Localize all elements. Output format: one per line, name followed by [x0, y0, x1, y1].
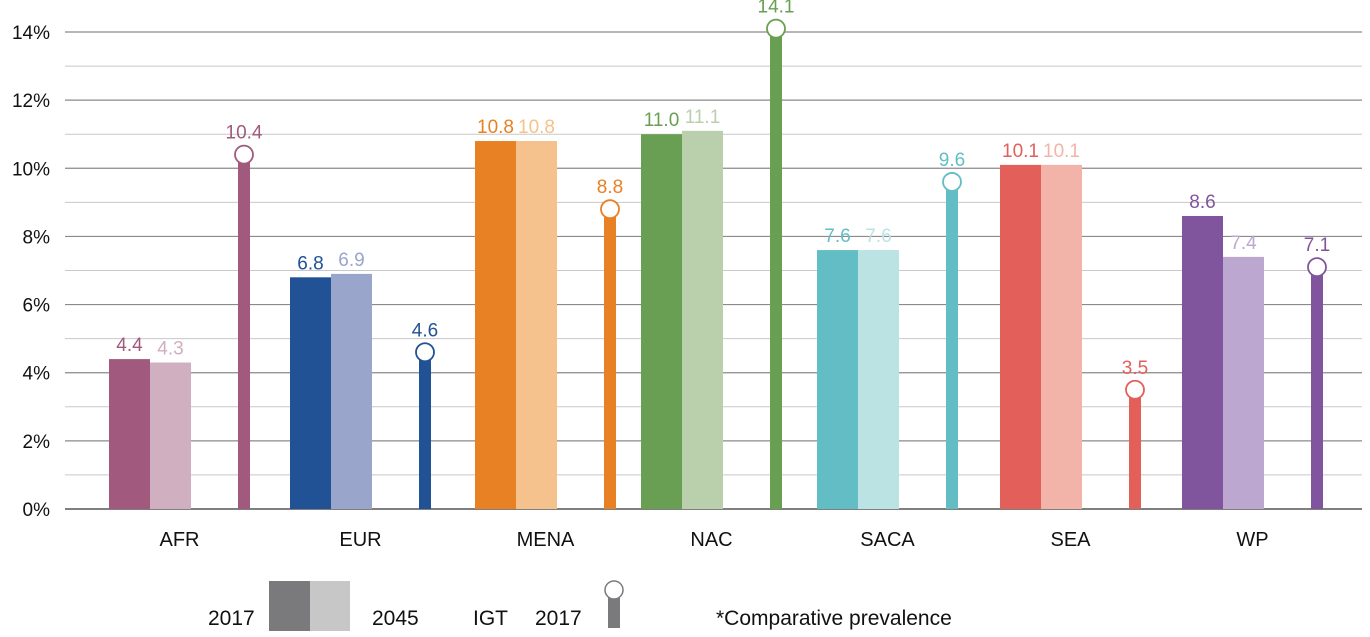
y-tick-label: 6%: [23, 296, 51, 317]
y-tick-label: 10%: [12, 159, 50, 180]
bar-2017-eur: [290, 277, 331, 509]
value-label-igt-nac: 14.1: [758, 0, 795, 18]
igt-marker-wp: [1307, 257, 1327, 277]
x-category-label-saca: SACA: [860, 529, 915, 551]
legend-label-2017: 2017: [208, 607, 255, 630]
legend-label-igt-year: 2017: [535, 607, 582, 630]
value-label-2045-eur: 6.9: [338, 250, 364, 271]
igt-stem-afr: [238, 154, 250, 509]
igt-stem-nac: [770, 28, 782, 509]
value-label-2017-mena: 10.8: [477, 117, 514, 138]
value-label-2045-mena: 10.8: [518, 117, 555, 138]
value-label-2017-eur: 6.8: [297, 253, 323, 274]
bars: 4.4 4.3 10.4 6.8 6.9 4.6 10.8 10.8 8.8 11.0 11.1 14…: [109, 0, 1330, 510]
y-tick-label: 8%: [23, 227, 51, 248]
value-label-2017-wp: 8.6: [1189, 192, 1215, 213]
y-tick-label: 2%: [23, 432, 51, 453]
bar-2017-mena: [475, 141, 516, 509]
x-category-label-mena: MENA: [517, 529, 575, 551]
value-label-2017-afr: 4.4: [116, 335, 143, 356]
x-category-label-nac: NAC: [690, 529, 732, 551]
legend-swatch-2045: [310, 581, 350, 631]
bar-2017-nac: [641, 134, 682, 509]
igt-marker-afr: [234, 144, 254, 165]
bar-2045-sea: [1041, 164, 1082, 509]
legend-igt-marker: [604, 580, 624, 600]
igt-stem-wp: [1311, 267, 1323, 509]
igt-stem-eur: [419, 352, 431, 509]
igt-stem-saca: [946, 181, 958, 509]
bar-2017-wp: [1182, 215, 1223, 509]
legend-igt-stem: [608, 597, 620, 628]
value-label-igt-wp: 7.1: [1304, 235, 1330, 256]
value-label-2017-nac: 11.0: [644, 110, 680, 131]
value-label-igt-mena: 8.8: [597, 177, 623, 198]
value-label-2045-nac: 11.1: [685, 107, 721, 128]
value-label-igt-afr: 10.4: [226, 123, 263, 144]
igt-stem-sea: [1129, 389, 1141, 509]
igt-marker-mena: [600, 199, 620, 220]
value-label-2017-saca: 7.6: [824, 226, 850, 247]
bar-2045-wp: [1223, 256, 1264, 509]
legend-label-2045: 2045: [372, 607, 419, 630]
value-label-2045-saca: 7.6: [865, 226, 891, 247]
x-category-label-sea: SEA: [1050, 529, 1091, 551]
x-category-label-afr: AFR: [160, 529, 200, 551]
value-label-2045-afr: 4.3: [157, 338, 183, 359]
bar-2017-afr: [109, 359, 150, 509]
y-tick-label: 0%: [23, 500, 51, 521]
legend-label-igt: IGT: [473, 607, 508, 630]
legend: 2017 2045 IGT 2017 *Comparative prevalen…: [208, 580, 952, 631]
y-tick-label: 4%: [23, 364, 51, 385]
x-category-label-wp: WP: [1236, 529, 1268, 551]
igt-marker-sea: [1125, 379, 1145, 400]
value-label-2045-sea: 10.1: [1043, 141, 1080, 162]
legend-note: *Comparative prevalence: [716, 607, 952, 630]
bar-2045-mena: [516, 141, 557, 509]
value-label-2045-wp: 7.4: [1230, 233, 1257, 254]
bar-2017-saca: [817, 250, 858, 510]
igt-marker-saca: [942, 172, 962, 192]
x-axis-labels: AFR EUR MENA NAC SACA SEA WP: [160, 529, 1269, 551]
igt-marker-nac: [766, 18, 786, 39]
y-tick-label: 14%: [12, 23, 50, 44]
value-label-igt-saca: 9.6: [939, 150, 965, 171]
igt-stem-mena: [604, 209, 616, 509]
value-label-igt-eur: 4.6: [412, 320, 438, 341]
y-axis-ticks: 0% 2% 4% 6% 8% 10% 12% 14%: [12, 23, 50, 521]
legend-swatch-2017: [269, 581, 310, 631]
value-label-igt-sea: 3.5: [1122, 358, 1148, 379]
value-label-2017-sea: 10.1: [1002, 141, 1039, 162]
bar-2045-saca: [858, 250, 899, 510]
y-tick-label: 12%: [12, 91, 50, 112]
bar-2045-afr: [150, 362, 191, 509]
igt-marker-eur: [415, 342, 435, 363]
bar-2017-sea: [1000, 164, 1041, 509]
bar-2045-eur: [331, 273, 372, 509]
bar-2045-nac: [682, 130, 723, 510]
x-category-label-eur: EUR: [339, 529, 381, 551]
